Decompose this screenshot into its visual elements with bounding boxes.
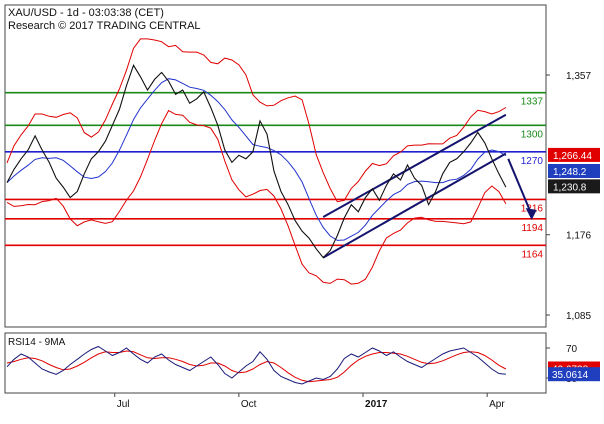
price-badge-label: 1,266.44 [553,151,592,162]
price-badge-box [548,179,600,194]
price-badge: 1,230.8 [548,179,600,194]
rsi-badge-box [548,367,600,382]
y-axis-layer: 1,357 1,176 1,085 [546,71,591,322]
chart-symbol-title: XAU/USD - 1d - 03:03:38 (CET) [8,7,164,19]
rsi-layer: RSI14 - 9MA703042.673835.0614 [6,337,600,385]
level-label-1216: 1216 [521,203,544,214]
y-tick-label: 1,176 [566,231,591,242]
level-label-1194: 1194 [521,223,543,234]
x-tick-label: Oct [241,399,257,410]
chart-research-subtitle: Research © 2017 TRADING CENTRAL [8,20,201,32]
price-badge: 1,248.2 [548,164,600,178]
level-label-1337: 1337 [521,97,544,108]
level-label-1300: 1300 [521,129,544,140]
price-badge-label: 1,248.2 [553,167,587,178]
rsi-ma-line [6,350,507,383]
x-tick-label: Jul [117,399,130,410]
y-tick-label: 1,357 [566,71,591,82]
x-tick-label: 2017 [365,399,388,410]
rsi-badge: 35.0614 [548,367,600,382]
rsi-label: RSI14 - 9MA [8,337,66,348]
moving-average-line [6,78,507,241]
rsi-tick-label: 70 [566,344,578,355]
price-badge-box [548,147,600,162]
bollinger-layer [6,38,507,285]
rsi-pane-frame [4,332,547,394]
price-series-line [6,64,507,259]
channel-layer [322,113,537,259]
price-badges-layer: 1,266.44 1,248.2 1,230.8 [548,147,600,194]
bollinger-lower-band [6,109,507,285]
price-badge-box [548,164,600,178]
projection-arrow-shaft [507,158,531,210]
main-pane-frame [4,4,547,328]
level-label-1164: 1164 [521,249,543,260]
rsi-badge-label: 35.0614 [552,370,589,381]
projection-arrow-head [525,207,537,220]
bollinger-upper-band [6,38,507,203]
x-tick-label: Apr [489,399,505,410]
y-tick-label: 1,085 [566,311,591,322]
price-layer [6,64,507,259]
channel-upper-line [322,113,507,218]
level-label-1270: 1270 [521,156,544,167]
channel-lower-line [322,152,507,259]
x-axis-layer: Jul Oct 2017 Apr [114,393,505,410]
price-badge: 1,266.44 [548,147,600,162]
price-badge-label: 1,230.8 [553,182,587,193]
rsi-line [6,345,506,385]
